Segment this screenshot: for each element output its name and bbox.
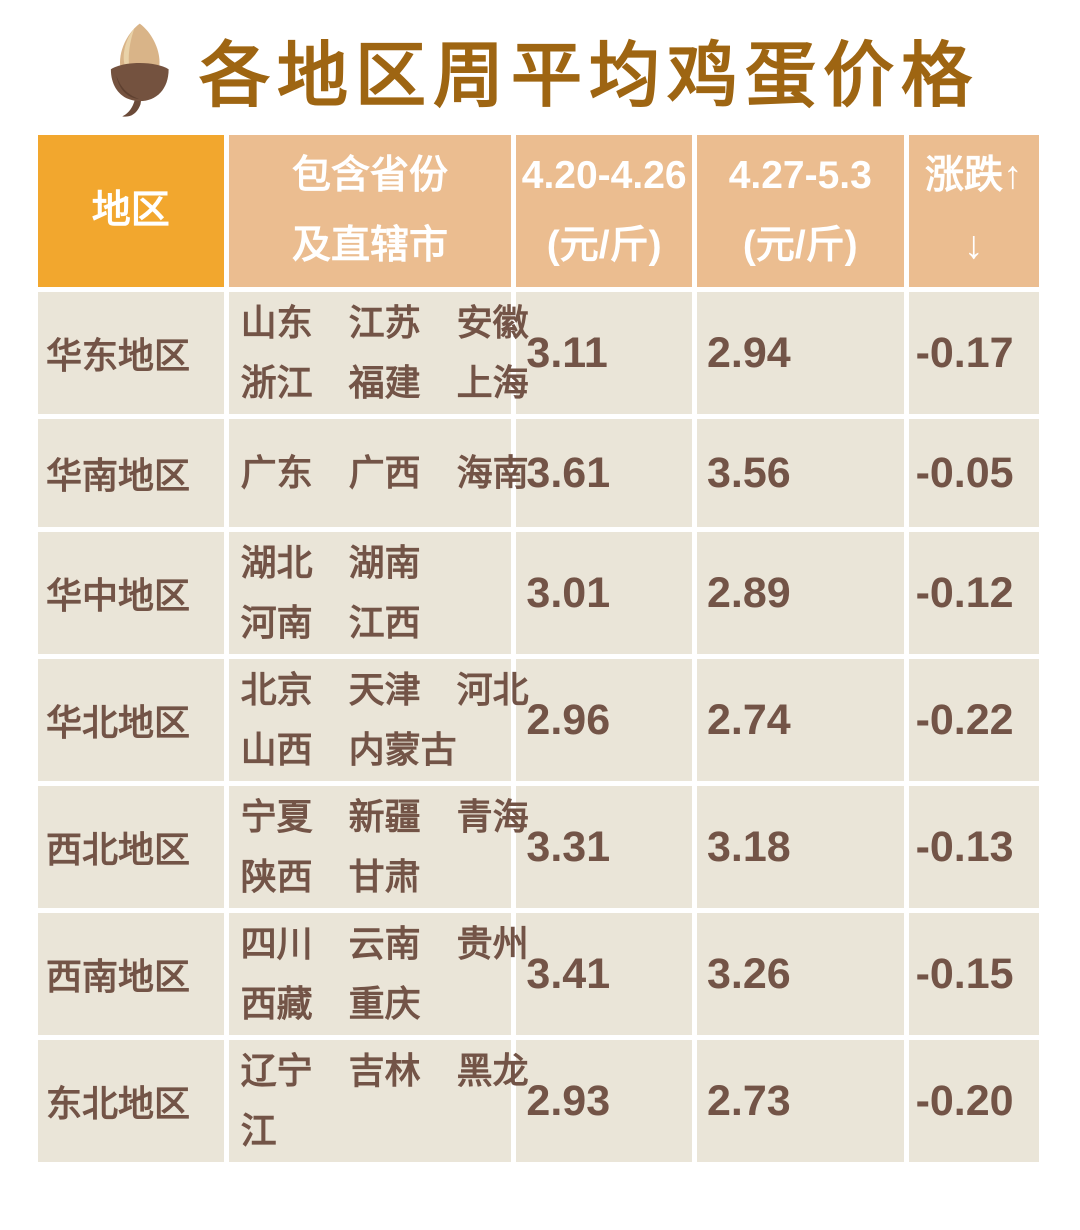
table-row-huabei: 华北地区 北京 天津 河北 山西 内蒙古 2.96 2.74 -0.22: [38, 659, 1039, 781]
table-row-huadong: 华东地区 山东 江苏 安徽 浙江 福建 上海 3.11 2.94 -0.17: [38, 292, 1039, 414]
week2-price-cell: 3.18: [696, 786, 904, 908]
change-cell: -0.17: [908, 292, 1039, 414]
week1-price-cell: 3.61: [516, 419, 692, 527]
region-cell: 华东地区: [38, 292, 224, 414]
header-change: 涨跌↑ ↓: [908, 135, 1039, 287]
change-cell: -0.05: [908, 419, 1039, 527]
provinces-cell: 辽宁 吉林 黑龙 江: [228, 1040, 529, 1162]
change-cell: -0.22: [908, 659, 1039, 781]
week2-price-cell: 3.56: [696, 419, 904, 527]
week1-price-cell: 3.31: [516, 786, 692, 908]
week1-price-cell: 3.41: [516, 913, 692, 1035]
change-cell: -0.15: [908, 913, 1039, 1035]
acorn-icon: [101, 20, 177, 120]
provinces-cell: 宁夏 新疆 青海 陕西 甘肃: [228, 786, 529, 908]
provinces-cell: 湖北 湖南 河南 江西: [228, 532, 512, 654]
region-cell: 西北地区: [38, 786, 224, 908]
header-region: 地区: [38, 135, 224, 287]
header-week1: 4.20-4.26 (元/斤): [516, 135, 692, 287]
region-cell: 华中地区: [38, 532, 224, 654]
header-week2: 4.27-5.3 (元/斤): [696, 135, 904, 287]
week2-price-cell: 3.26: [696, 913, 904, 1035]
week1-price-cell: 2.96: [516, 659, 692, 781]
page-header: 各地区周平均鸡蛋价格: [0, 0, 1080, 118]
table-row-huazhong: 华中地区 湖北 湖南 河南 江西 3.01 2.89 -0.12: [38, 532, 1039, 654]
change-cell: -0.13: [908, 786, 1039, 908]
week1-price-cell: 3.01: [516, 532, 692, 654]
table-row-dongbei: 东北地区 辽宁 吉林 黑龙 江 2.93 2.73 -0.20: [38, 1040, 1039, 1162]
table-row-huanan: 华南地区 广东 广西 海南 3.61 3.56 -0.05: [38, 419, 1039, 527]
week2-price-cell: 2.89: [696, 532, 904, 654]
egg-price-table: 地区 包含省份 及直辖市 4.20-4.26 (元/斤) 4.27-5.3 (元…: [33, 130, 1044, 1167]
region-cell: 东北地区: [38, 1040, 224, 1162]
region-cell: 西南地区: [38, 913, 224, 1035]
change-cell: -0.20: [908, 1040, 1039, 1162]
week2-price-cell: 2.74: [696, 659, 904, 781]
region-cell: 华南地区: [38, 419, 224, 527]
change-cell: -0.12: [908, 532, 1039, 654]
table-row-xinan: 西南地区 四川 云南 贵州 西藏 重庆 3.41 3.26 -0.15: [38, 913, 1039, 1035]
week1-price-cell: 2.93: [516, 1040, 692, 1162]
week2-price-cell: 2.73: [696, 1040, 904, 1162]
region-cell: 华北地区: [38, 659, 224, 781]
page-title: 各地区周平均鸡蛋价格: [198, 37, 979, 116]
header-provinces: 包含省份 及直辖市: [228, 135, 512, 287]
week2-price-cell: 2.94: [696, 292, 904, 414]
provinces-cell: 山东 江苏 安徽 浙江 福建 上海: [228, 292, 529, 414]
provinces-cell: 广东 广西 海南: [228, 419, 529, 527]
provinces-cell: 四川 云南 贵州 西藏 重庆: [228, 913, 529, 1035]
table-row-xibei: 西北地区 宁夏 新疆 青海 陕西 甘肃 3.31 3.18 -0.13: [38, 786, 1039, 908]
provinces-cell: 北京 天津 河北 山西 内蒙古: [228, 659, 529, 781]
header-row: 地区 包含省份 及直辖市 4.20-4.26 (元/斤) 4.27-5.3 (元…: [38, 135, 1039, 287]
week1-price-cell: 3.11: [516, 292, 692, 414]
table-wrapper: 地区 包含省份 及直辖市 4.20-4.26 (元/斤) 4.27-5.3 (元…: [0, 130, 1080, 1167]
